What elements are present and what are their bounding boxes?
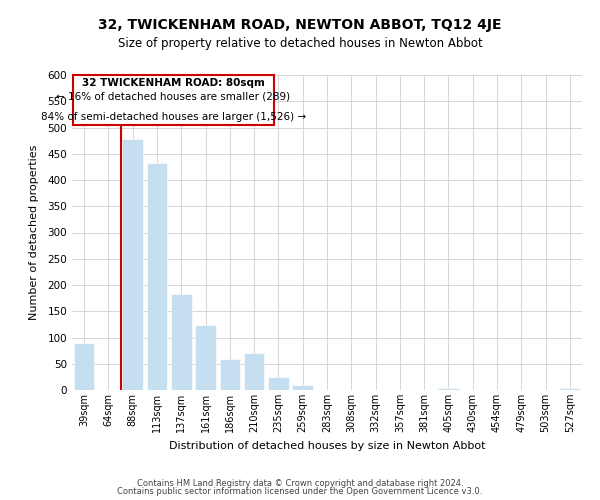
Bar bbox=[244, 353, 265, 390]
Bar bbox=[171, 294, 191, 390]
Bar bbox=[268, 377, 289, 390]
Text: ← 16% of detached houses are smaller (289): ← 16% of detached houses are smaller (28… bbox=[56, 92, 290, 102]
Bar bbox=[560, 388, 580, 390]
Bar bbox=[220, 359, 240, 390]
Bar bbox=[195, 325, 216, 390]
Text: 32, TWICKENHAM ROAD, NEWTON ABBOT, TQ12 4JE: 32, TWICKENHAM ROAD, NEWTON ABBOT, TQ12 … bbox=[98, 18, 502, 32]
Text: 32 TWICKENHAM ROAD: 80sqm: 32 TWICKENHAM ROAD: 80sqm bbox=[82, 78, 265, 88]
Bar bbox=[146, 163, 167, 390]
Text: Contains public sector information licensed under the Open Government Licence v3: Contains public sector information licen… bbox=[118, 487, 482, 496]
Text: 84% of semi-detached houses are larger (1,526) →: 84% of semi-detached houses are larger (… bbox=[41, 112, 306, 122]
Y-axis label: Number of detached properties: Number of detached properties bbox=[29, 145, 39, 320]
FancyBboxPatch shape bbox=[73, 75, 274, 125]
Bar bbox=[74, 343, 94, 390]
Bar bbox=[292, 385, 313, 390]
Bar bbox=[438, 388, 459, 390]
Text: Contains HM Land Registry data © Crown copyright and database right 2024.: Contains HM Land Registry data © Crown c… bbox=[137, 478, 463, 488]
Bar bbox=[122, 139, 143, 390]
X-axis label: Distribution of detached houses by size in Newton Abbot: Distribution of detached houses by size … bbox=[169, 440, 485, 450]
Text: Size of property relative to detached houses in Newton Abbot: Size of property relative to detached ho… bbox=[118, 38, 482, 51]
